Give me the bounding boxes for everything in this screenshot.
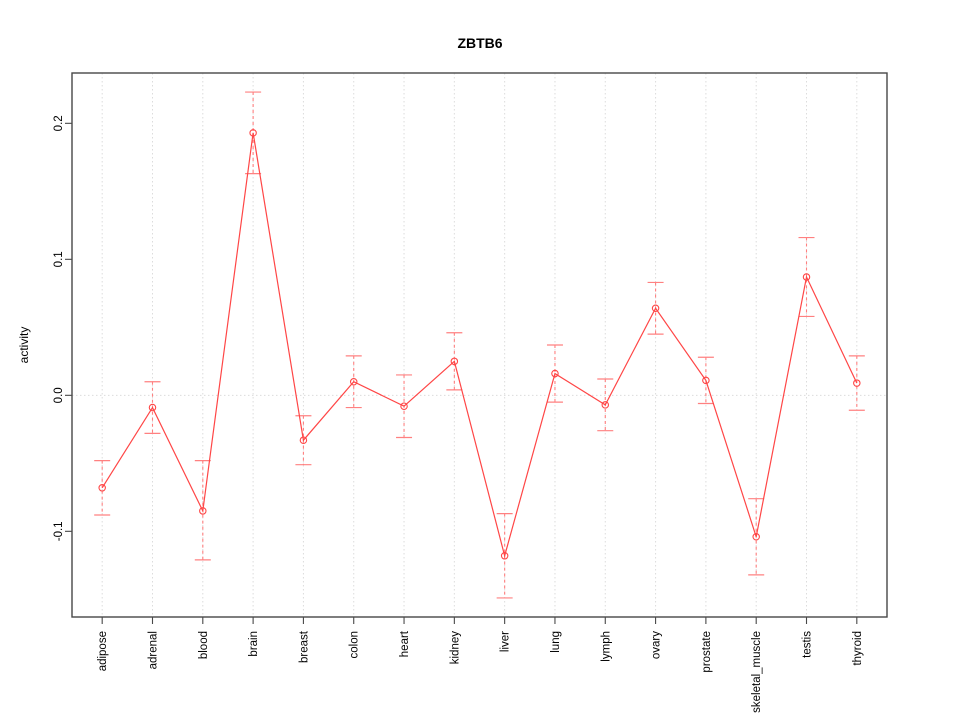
chart-title: ZBTB6 — [457, 35, 503, 51]
data-point — [249, 129, 257, 137]
y-tick-label: 0.0 — [53, 387, 65, 403]
data-point — [199, 507, 207, 515]
x-category-label: liver — [500, 631, 512, 652]
x-category-label: colon — [349, 631, 361, 659]
x-category-label: breast — [298, 630, 310, 663]
x-category-label: lymph — [600, 631, 612, 662]
y-tick-label: 0.2 — [53, 115, 65, 131]
x-category-label: skeletal_muscle — [751, 631, 763, 713]
x-category-label: blood — [198, 631, 210, 659]
data-point — [299, 436, 308, 444]
data-point — [98, 484, 106, 492]
data-point — [450, 357, 459, 366]
data-point — [551, 369, 559, 378]
x-category-label: prostate — [701, 631, 713, 673]
data-point — [702, 376, 710, 385]
y-tick-label: -0.1 — [53, 521, 65, 541]
x-category-label: kidney — [449, 631, 461, 664]
data-point — [601, 401, 610, 409]
data-point — [500, 552, 509, 560]
data-point — [752, 533, 760, 541]
data-point — [148, 403, 157, 412]
x-category-label: ovary — [651, 631, 663, 659]
x-category-label: lung — [550, 631, 562, 653]
data-point — [349, 377, 358, 386]
x-category-label: adipose — [97, 631, 109, 671]
data-point — [802, 273, 811, 281]
x-category-label: adrenal — [147, 631, 159, 669]
x-category-label: brain — [248, 631, 260, 657]
x-category-label: heart — [399, 630, 411, 657]
data-point — [651, 304, 660, 313]
plot-border — [71, 72, 888, 618]
data-point — [400, 402, 408, 410]
data-point — [853, 379, 861, 387]
x-category-label: thyroid — [852, 631, 864, 666]
y-tick-label: 0.1 — [53, 251, 65, 267]
series-line — [101, 132, 858, 559]
x-category-label: testis — [802, 631, 814, 658]
